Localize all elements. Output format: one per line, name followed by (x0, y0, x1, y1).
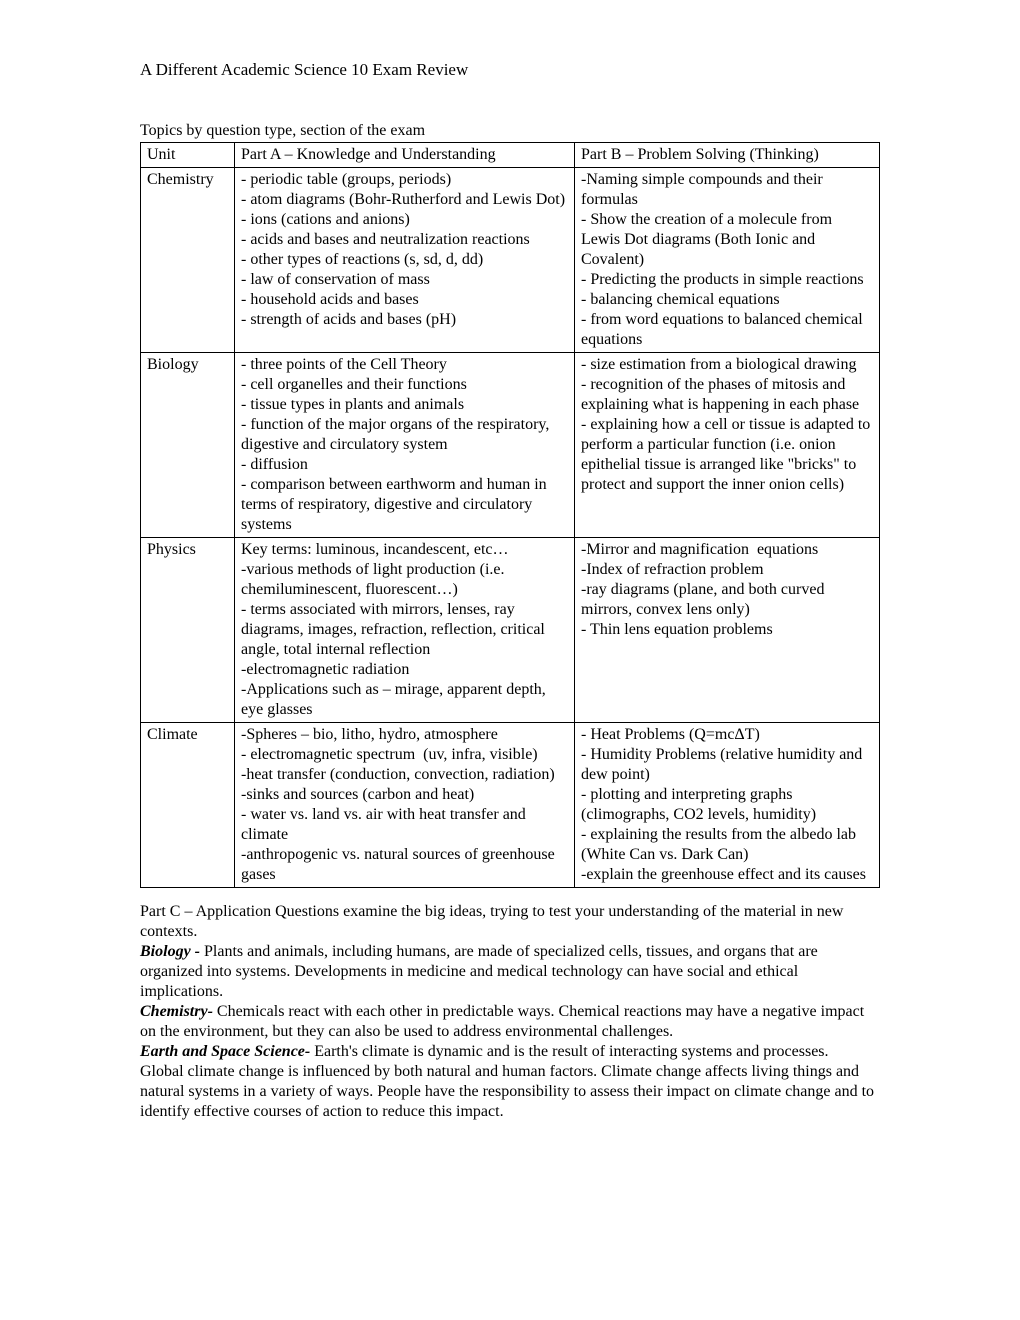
header-unit: Unit (141, 143, 235, 168)
part-a-cell: -Spheres – bio, litho, hydro, atmosphere… (235, 723, 575, 888)
header-part-b: Part B – Problem Solving (Thinking) (575, 143, 880, 168)
table-row: Physics Key terms: luminous, incandescen… (141, 538, 880, 723)
subject-text: Earth's climate is dynamic and is the re… (314, 1043, 828, 1060)
unit-cell: Physics (141, 538, 235, 723)
table-subtitle: Topics by question type, section of the … (140, 122, 880, 140)
part-b-cell: -Mirror and magnification equations -Ind… (575, 538, 880, 723)
table-header-row: Unit Part A – Knowledge and Understandin… (141, 143, 880, 168)
subject-text: Chemicals react with each other in predi… (140, 1003, 864, 1040)
header-part-a: Part A – Knowledge and Understanding (235, 143, 575, 168)
table-row: Biology - three points of the Cell Theor… (141, 353, 880, 538)
subject-label: Biology - (140, 943, 204, 960)
part-b-cell: -Naming simple compounds and their formu… (575, 168, 880, 353)
part-c-section: Part C – Application Questions examine t… (140, 902, 880, 1122)
subject-text: Plants and animals, including humans, ar… (140, 943, 818, 1000)
part-c-closing: Global climate change is influenced by b… (140, 1062, 880, 1122)
table-row: Climate -Spheres – bio, litho, hydro, at… (141, 723, 880, 888)
part-a-cell: - periodic table (groups, periods) - ato… (235, 168, 575, 353)
part-a-cell: Key terms: luminous, incandescent, etc… … (235, 538, 575, 723)
unit-cell: Chemistry (141, 168, 235, 353)
unit-cell: Climate (141, 723, 235, 888)
subject-earth-space: Earth and Space Science- Earth's climate… (140, 1042, 880, 1062)
part-c-intro: Part C – Application Questions examine t… (140, 902, 880, 942)
subject-label: Chemistry- (140, 1003, 217, 1020)
table-row: Chemistry - periodic table (groups, peri… (141, 168, 880, 353)
topics-table: Unit Part A – Knowledge and Understandin… (140, 142, 880, 888)
part-b-cell: - size estimation from a biological draw… (575, 353, 880, 538)
page-title: A Different Academic Science 10 Exam Rev… (140, 60, 880, 80)
part-b-cell: - Heat Problems (Q=mcΔT) - Humidity Prob… (575, 723, 880, 888)
subject-biology: Biology - Plants and animals, including … (140, 942, 880, 1002)
subject-label: Earth and Space Science- (140, 1043, 314, 1060)
subject-chemistry: Chemistry- Chemicals react with each oth… (140, 1002, 880, 1042)
unit-cell: Biology (141, 353, 235, 538)
part-a-cell: - three points of the Cell Theory - cell… (235, 353, 575, 538)
